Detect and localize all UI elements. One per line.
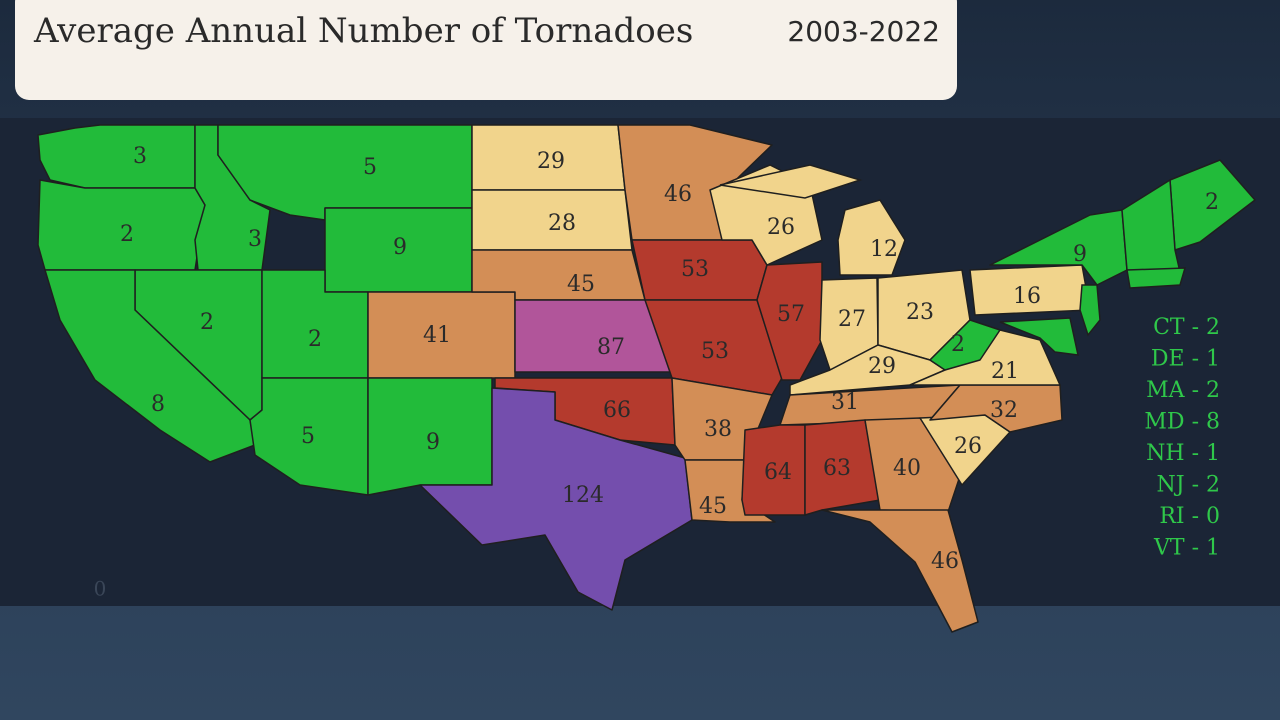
state-value: 3: [248, 227, 262, 252]
state-value: 5: [301, 424, 315, 449]
state-value: 2: [120, 222, 134, 247]
state-value: 9: [426, 430, 440, 455]
small-state-entry: MD - 8: [1144, 410, 1220, 435]
state-value: 9: [1073, 242, 1087, 267]
state-shape: [44, 269, 256, 463]
state-value: 87: [597, 335, 625, 360]
states: [37, 124, 1256, 633]
state-value: 5: [363, 155, 377, 180]
state-value: 46: [931, 549, 959, 574]
state-value: 32: [990, 398, 1018, 423]
state-value: 2: [200, 310, 214, 335]
state-value: 2: [308, 327, 322, 352]
state-value: 46: [664, 182, 692, 207]
state-value: 64: [764, 460, 792, 485]
state-shape: [1121, 178, 1181, 273]
state-value: 3: [133, 144, 147, 169]
state-shape: [1079, 284, 1101, 337]
state-value: 29: [537, 149, 565, 174]
state-value: 40: [893, 456, 921, 481]
state-shape: [719, 164, 863, 199]
state-value: 66: [603, 398, 631, 423]
state-value: 31: [831, 390, 859, 415]
state-value: 26: [954, 434, 982, 459]
state-value: 124: [562, 483, 604, 508]
state-value: 2: [1205, 190, 1219, 215]
state-value: 53: [701, 339, 729, 364]
state-value: 38: [704, 417, 732, 442]
state-shape: [999, 317, 1079, 356]
state-shape: [756, 261, 823, 381]
title-box: [15, 0, 957, 100]
state-value: 57: [777, 302, 805, 327]
small-state-entry: DE - 1: [1151, 347, 1220, 372]
state-value: 23: [906, 300, 934, 325]
small-state-list: CT - 2 DE - 1 MA - 2 MD - 8 NH - 1 NJ - 2 RI -…: [1144, 315, 1220, 561]
state-shape: [419, 387, 693, 611]
state-value: 41: [423, 323, 451, 348]
state-value: 9: [393, 235, 407, 260]
state-value: 45: [699, 494, 727, 519]
state-value: 12: [870, 237, 898, 262]
small-state-entry: MA - 2: [1146, 378, 1220, 403]
state-value: 8: [151, 392, 165, 417]
state-value: 63: [823, 456, 851, 481]
state-value: 45: [567, 272, 595, 297]
state-value: 27: [838, 307, 866, 332]
state-value: 29: [868, 354, 896, 379]
small-state-entry: NJ - 2: [1157, 473, 1221, 498]
state-shape: [804, 419, 881, 516]
corner-label: 0: [94, 577, 107, 601]
state-shape: [929, 319, 1001, 371]
small-state-entry: RI - 0: [1159, 504, 1220, 529]
state-shape: [37, 124, 196, 189]
state-value: 53: [681, 257, 709, 282]
small-state-entry: VT - 1: [1153, 536, 1220, 561]
state-shape: [821, 509, 979, 633]
title: Average Annual Number of Tornadoes: [33, 11, 693, 51]
small-state-entry: CT - 2: [1153, 315, 1220, 340]
state-value: 21: [991, 359, 1019, 384]
state-value: 26: [767, 215, 795, 240]
state-value: 28: [548, 211, 576, 236]
period: 2003-2022: [787, 15, 940, 48]
state-shape: [909, 329, 1061, 386]
state-value: 2: [951, 332, 965, 357]
state-shape: [837, 199, 906, 276]
small-state-entry: NH - 1: [1146, 441, 1220, 466]
state-shape: [1126, 267, 1187, 289]
state-value: 16: [1013, 284, 1041, 309]
state-shape: [471, 249, 646, 301]
state-shape: [644, 299, 783, 396]
